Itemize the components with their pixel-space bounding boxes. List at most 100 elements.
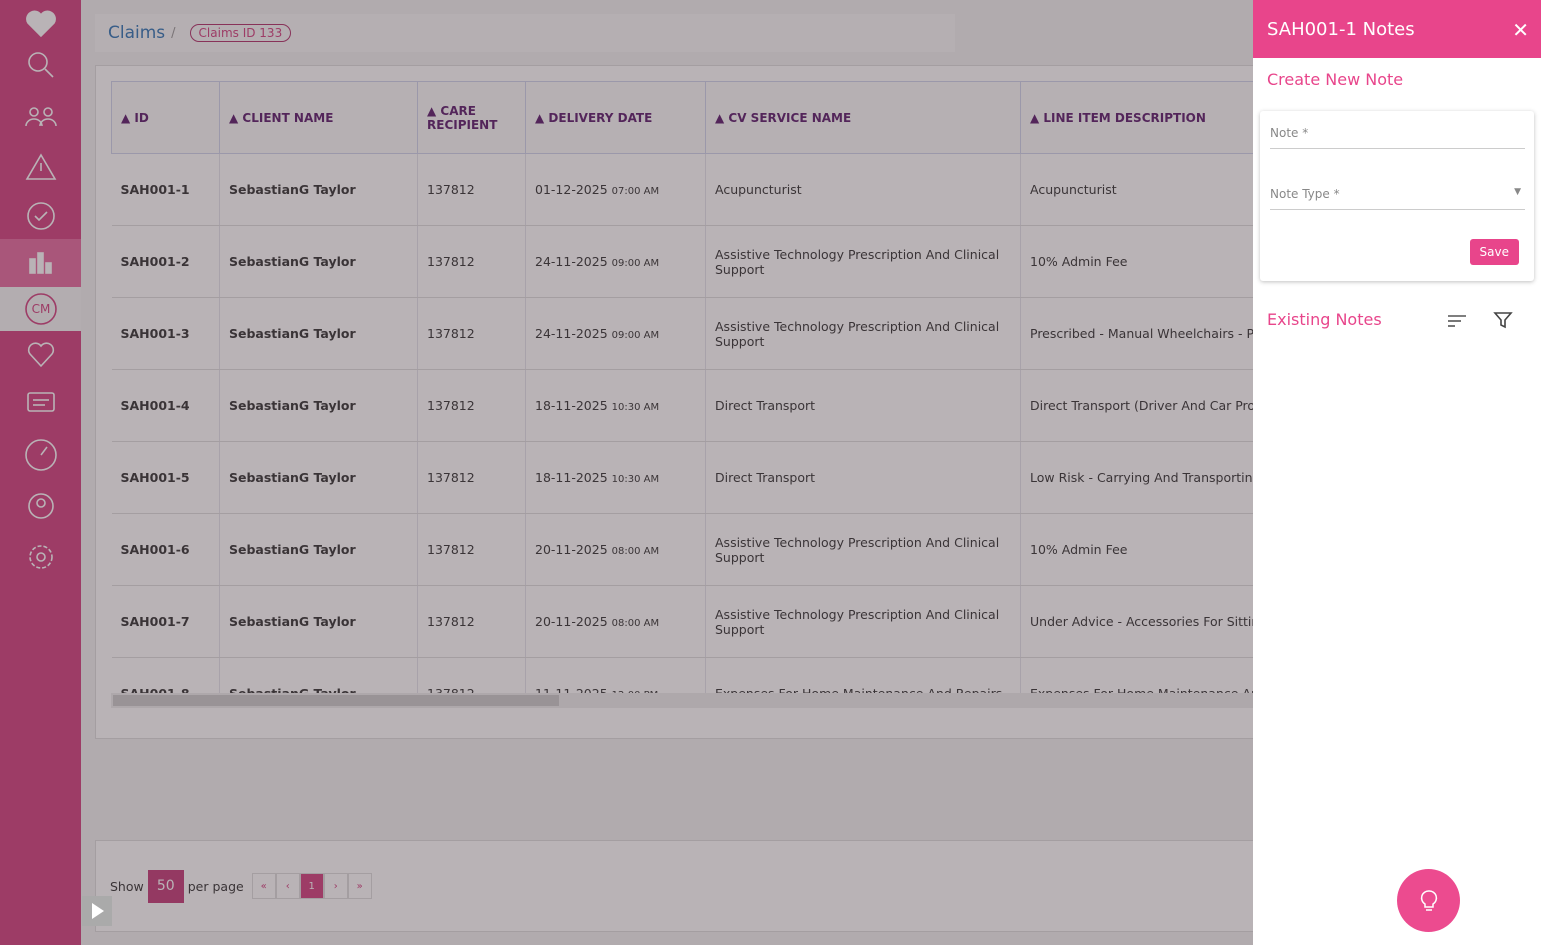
cell-line-item: 10% Admin Fee xyxy=(1020,225,1253,298)
table-row[interactable]: SAH001-4 SebastianG Taylor 137812 18-11-202… xyxy=(111,369,1253,442)
table-row[interactable]: SAH001-7 SebastianG Taylor 137812 20-11-202… xyxy=(111,585,1253,658)
overlay[interactable] xyxy=(0,0,1253,945)
cell-client: SebastianG Taylor xyxy=(219,513,418,586)
care-icon[interactable] xyxy=(0,331,81,379)
per-page-label: per page xyxy=(187,878,244,894)
time: 10:30 AM xyxy=(611,474,660,485)
search-icon[interactable] xyxy=(0,41,81,89)
page-button[interactable]: « xyxy=(251,873,276,899)
close-button[interactable]: ✕ xyxy=(1512,18,1529,42)
note-form: Note * Note Type * ▼ Save xyxy=(1260,111,1534,281)
sidebar: CM xyxy=(0,0,81,945)
cell-line-item: 10% Admin Fee xyxy=(1020,513,1253,586)
cell-service: Assistive Technology Prescription And Cl… xyxy=(705,297,1021,370)
cell-client: SebastianG Taylor xyxy=(219,585,418,658)
cell-service: Assistive Technology Prescription And Cl… xyxy=(705,225,1021,298)
cell-service: Direct Transport xyxy=(705,369,1021,442)
separator: / xyxy=(171,25,176,41)
column-header[interactable]: ▲ DELIVERY DATE xyxy=(525,81,706,154)
header-row: ▲ ID ▲ CLIENT NAME ▲ CARE RECIPIENT ▲ DELIV… xyxy=(111,81,1253,154)
cell-date: 18-11-2025 10:30 AM xyxy=(525,369,706,442)
panel-header: SAH001-1 Notes ✕ xyxy=(1253,0,1541,58)
settings-icon[interactable] xyxy=(0,533,81,581)
h-scrollbar[interactable] xyxy=(111,693,1253,708)
column-header[interactable]: ▲ LINE ITEM DESCRIPTION xyxy=(1020,81,1253,154)
clock-icon[interactable] xyxy=(0,192,81,240)
table-wrapper: ▲ ID ▲ CLIENT NAME ▲ CARE RECIPIENT ▲ DELIV… xyxy=(111,81,1253,693)
cell-id: SAH001-7 xyxy=(111,585,220,658)
sort-icon[interactable] xyxy=(1447,312,1467,330)
table-row[interactable]: SAH001-2 SebastianG Taylor 137812 24-11-202… xyxy=(111,225,1253,298)
page-button[interactable]: ‹ xyxy=(275,873,300,899)
cell-service: Expenses For Home Maintenance And Repair… xyxy=(705,657,1021,693)
date: 18-11-2025 xyxy=(535,398,608,413)
table-row[interactable]: SAH001-1 SebastianG Taylor 137812 01-12-202… xyxy=(111,153,1253,226)
cell-recipient: 137812 xyxy=(417,657,526,693)
column-header[interactable]: ▲ CLIENT NAME xyxy=(219,81,418,154)
cm-icon[interactable]: CM xyxy=(0,287,81,331)
per-page-select[interactable]: 50 xyxy=(147,869,184,903)
column-header[interactable]: ▲ CV SERVICE NAME xyxy=(705,81,1021,154)
note-input[interactable]: Note * xyxy=(1270,126,1525,149)
sidebar-toggle[interactable] xyxy=(82,896,112,926)
cell-date: 24-11-2025 09:00 AM xyxy=(525,225,706,298)
page-button[interactable]: » xyxy=(347,873,372,899)
cell-id: SAH001-2 xyxy=(111,225,220,298)
table-row[interactable]: SAH001-6 SebastianG Taylor 137812 20-11-202… xyxy=(111,513,1253,586)
profile-icon[interactable] xyxy=(0,482,81,530)
time: 10:30 AM xyxy=(611,402,660,413)
help-fab[interactable] xyxy=(1397,869,1460,932)
table-row[interactable]: SAH001-3 SebastianG Taylor 137812 24-11-202… xyxy=(111,297,1253,370)
svg-text:CM: CM xyxy=(31,302,50,316)
cell-line-item: Under Advice - Accessories For Sitting xyxy=(1020,585,1253,658)
date: 20-11-2025 xyxy=(535,614,608,629)
cell-line-item: Prescribed - Manual Wheelchairs - Pus xyxy=(1020,297,1253,370)
cell-client: SebastianG Taylor xyxy=(219,657,418,693)
alert-icon[interactable] xyxy=(0,143,81,191)
cell-service: Direct Transport xyxy=(705,441,1021,514)
notes-panel: SAH001-1 Notes ✕ Create New Note Note * … xyxy=(1253,0,1541,945)
people-icon[interactable] xyxy=(0,92,81,140)
messages-icon[interactable] xyxy=(0,380,81,428)
scroll-thumb[interactable] xyxy=(113,695,559,706)
cell-date: 20-11-2025 08:00 AM xyxy=(525,513,706,586)
time: 12:00 PM xyxy=(612,690,659,693)
cell-date: 01-12-2025 07:00 AM xyxy=(525,153,706,226)
cell-client: SebastianG Taylor xyxy=(219,369,418,442)
cell-id: SAH001-5 xyxy=(111,441,220,514)
cell-client: SebastianG Taylor xyxy=(219,225,418,298)
cell-client: SebastianG Taylor xyxy=(219,441,418,514)
column-header[interactable]: ▲ CARE RECIPIENT xyxy=(417,81,526,154)
time: 08:00 AM xyxy=(611,618,660,629)
time: 09:00 AM xyxy=(611,258,660,269)
cell-id: SAH001-8 xyxy=(111,657,220,693)
page-button[interactable]: › xyxy=(323,873,348,899)
note-type-select[interactable]: Note Type * ▼ xyxy=(1270,187,1525,210)
cell-id: SAH001-1 xyxy=(111,153,220,226)
date: 18-11-2025 xyxy=(535,470,608,485)
cell-recipient: 137812 xyxy=(417,225,526,298)
page-button[interactable]: 1 xyxy=(299,873,324,899)
date: 01-12-2025 xyxy=(535,182,608,197)
table-row[interactable]: SAH001-5 SebastianG Taylor 137812 18-11-202… xyxy=(111,441,1253,514)
time: 09:00 AM xyxy=(611,330,660,341)
date: 11-11-2025 xyxy=(535,686,608,693)
filter-icon[interactable] xyxy=(1493,311,1513,329)
show-label: Show xyxy=(110,878,144,894)
save-button[interactable]: Save xyxy=(1469,239,1519,265)
column-header[interactable]: ▲ ID xyxy=(111,81,220,154)
cell-date: 20-11-2025 08:00 AM xyxy=(525,585,706,658)
time: 07:00 AM xyxy=(611,186,660,197)
dashboard-icon[interactable] xyxy=(0,431,81,479)
logo[interactable] xyxy=(0,0,81,48)
cell-service: Assistive Technology Prescription And Cl… xyxy=(705,585,1021,658)
reports-icon[interactable] xyxy=(0,239,81,287)
cell-recipient: 137812 xyxy=(417,441,526,514)
cell-date: 18-11-2025 10:30 AM xyxy=(525,441,706,514)
breadcrumb-root[interactable]: Claims xyxy=(108,23,166,43)
breadcrumb: Claims / Claims ID 133 xyxy=(95,14,955,52)
cell-recipient: 137812 xyxy=(417,153,526,226)
panel-title: SAH001-1 Notes xyxy=(1267,18,1415,40)
breadcrumb-badge: Claims ID 133 xyxy=(189,24,292,42)
